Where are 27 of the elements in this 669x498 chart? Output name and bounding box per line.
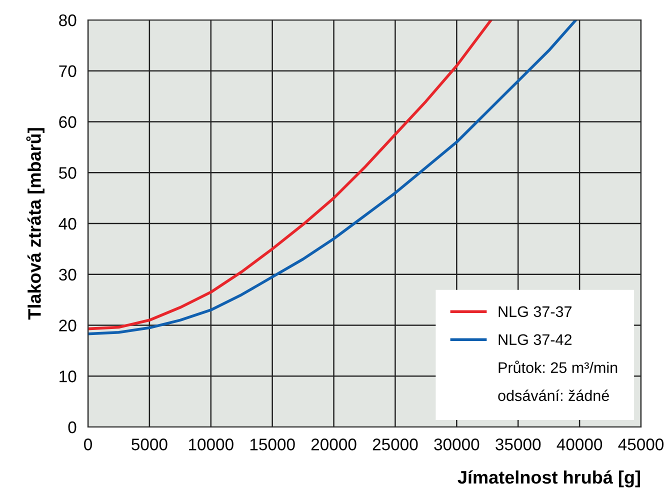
y-tick-label: 80 (59, 14, 76, 26)
x-tick-label: 5000 (132, 438, 168, 450)
legend-label: NLG 37-42 (498, 334, 572, 346)
x-tick-label: 30000 (434, 438, 480, 450)
y-axis-title: Tlaková ztráta [mbarů] (26, 128, 44, 320)
y-tick-label: 40 (58, 218, 76, 230)
x-tick-label: 20000 (311, 438, 356, 450)
y-tick-label: 20 (59, 320, 76, 332)
annotation: Průtok: 25 m³/min (498, 360, 618, 374)
y-tick-label: 30 (58, 268, 76, 281)
line-series (88, 20, 492, 330)
annotation: odsávání: žádné (498, 390, 609, 402)
line-series (88, 20, 578, 336)
x-tick-label: 45000 (618, 438, 664, 450)
y-tick-label: 70 (59, 65, 76, 78)
y-tick-label: 0 (68, 421, 76, 434)
y-tick-label: 60 (59, 116, 76, 128)
x-tick-label: 10000 (188, 438, 234, 450)
legend-label: NLG 37-37 (498, 306, 572, 318)
x-tick-label: 25000 (372, 438, 418, 450)
x-axis-title: Jímatelnost hrubá [g] (458, 470, 640, 488)
y-tick-label: 10 (60, 370, 76, 382)
x-tick-label: 0 (84, 438, 92, 450)
x-tick-label: 35000 (496, 438, 541, 450)
x-tick-label: 15000 (250, 438, 295, 450)
x-tick-label: 40000 (556, 438, 602, 450)
y-tick-label: 50 (59, 167, 76, 179)
